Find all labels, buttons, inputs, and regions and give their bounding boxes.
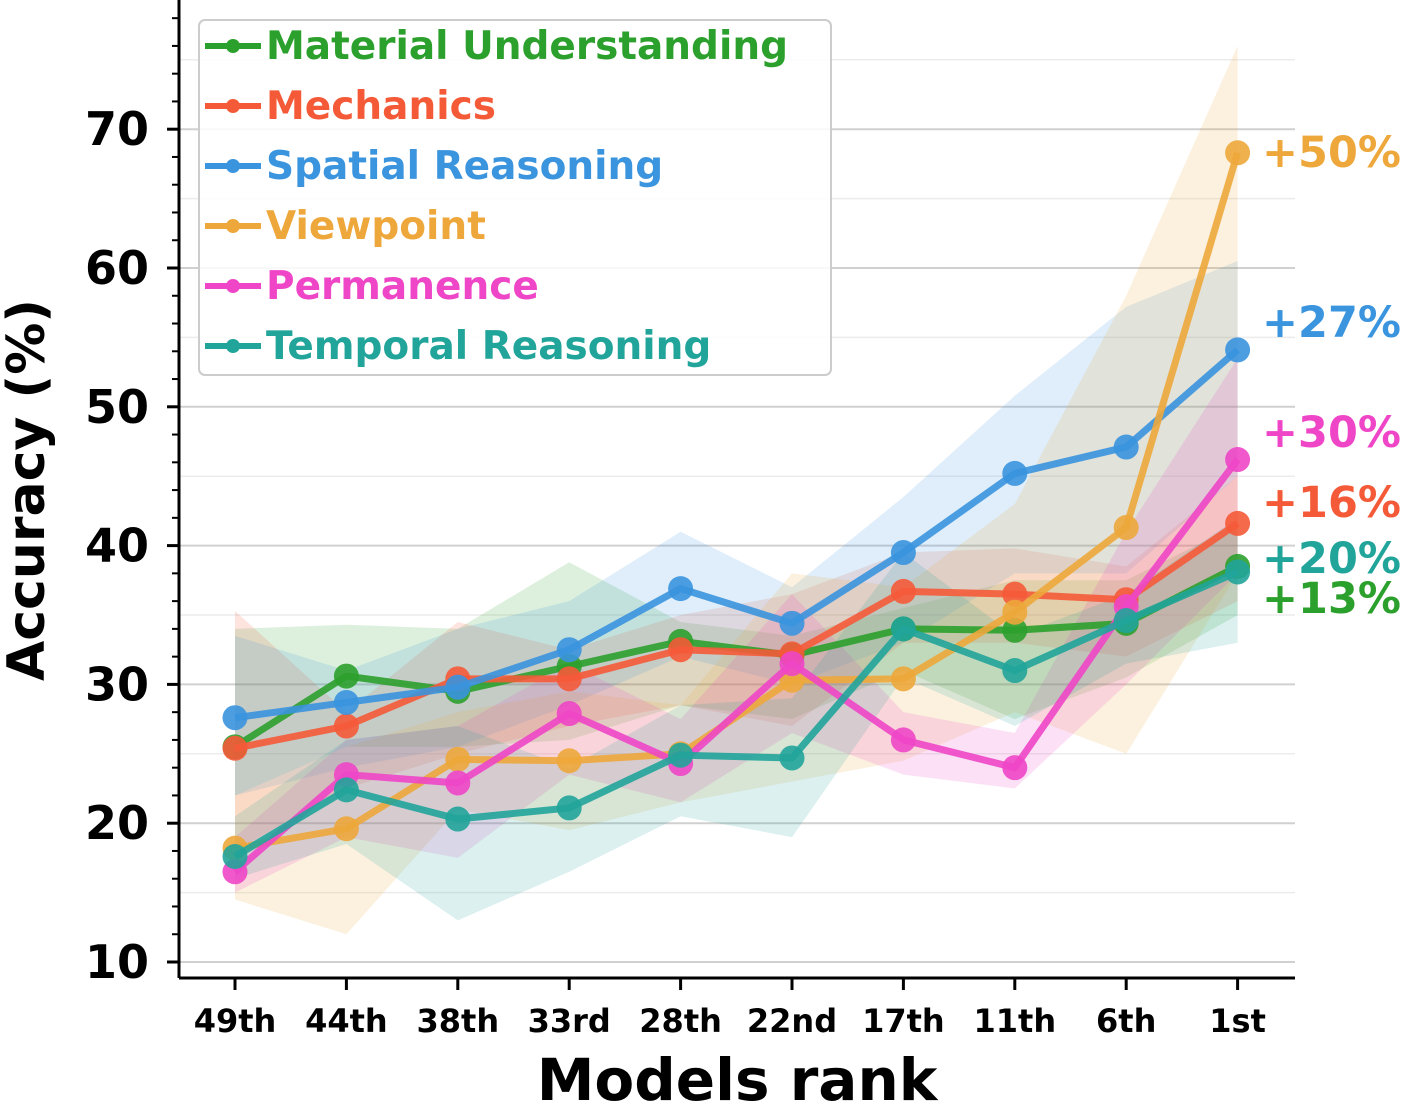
legend-swatch-marker (226, 339, 240, 353)
series-line (234, 347, 1240, 722)
data-point (779, 651, 805, 677)
data-point (333, 816, 359, 842)
data-point (222, 735, 248, 761)
series-lines (222, 140, 1251, 885)
data-point (333, 689, 359, 715)
data-point (1002, 460, 1028, 486)
data-point (556, 748, 582, 774)
data-point (779, 610, 805, 636)
x-tick-label: 22nd (747, 1002, 837, 1040)
data-point (890, 727, 916, 753)
legend-swatch-marker (226, 99, 240, 113)
gain-annotation: +20% (1262, 534, 1401, 584)
data-point (668, 637, 694, 663)
x-tick-label: 11th (973, 1002, 1056, 1040)
series-line (232, 457, 1241, 875)
y-tick-label: 30 (85, 657, 149, 711)
data-point (222, 705, 248, 731)
data-point (556, 637, 582, 663)
x-tick-label: 38th (416, 1002, 499, 1040)
x-tick-label: 1st (1209, 1002, 1266, 1040)
data-point (890, 540, 916, 566)
confidence-band (235, 261, 1238, 796)
legend-label: Mechanics (266, 84, 496, 129)
x-tick-label: 49th (194, 1002, 277, 1040)
series-line (234, 520, 1240, 752)
x-tick-label: 17th (862, 1002, 945, 1040)
data-point (890, 578, 916, 604)
data-point (556, 666, 582, 692)
legend-label: Material Understanding (266, 24, 788, 69)
data-point (1225, 337, 1251, 363)
series-line (233, 568, 1239, 860)
gain-annotation: +16% (1262, 478, 1401, 528)
legend-box (198, 19, 832, 376)
axes: 10 20 30 40 50 60 70 49th 44th 38th 33rd 28th 22nd 17… (85, 0, 1295, 1040)
x-axis-title: Models rank (537, 1046, 939, 1113)
x-tick-label: 33rd (528, 1002, 611, 1040)
data-point (1225, 559, 1251, 585)
legend: Material Understanding Mechanics Spatial R… (198, 19, 832, 376)
data-point (333, 777, 359, 803)
y-tick-label: 40 (85, 519, 149, 573)
data-point (890, 616, 916, 642)
gain-annotation: +13% (1262, 574, 1401, 624)
confidence-band (235, 476, 1238, 851)
data-point (779, 745, 805, 771)
data-point (890, 666, 916, 692)
legend-swatch-marker (226, 219, 240, 233)
data-point (1113, 434, 1139, 460)
x-tick-label: 28th (639, 1002, 722, 1040)
gain-annotation: +50% (1262, 128, 1401, 178)
y-tick-label: 60 (85, 241, 149, 295)
legend-label: Temporal Reasoning (266, 324, 711, 369)
legend-swatch-marker (226, 279, 240, 293)
data-point (556, 795, 582, 821)
data-point (1002, 617, 1028, 643)
legend-label: Spatial Reasoning (266, 144, 663, 189)
data-point (222, 844, 248, 870)
legend-label: Permanence (266, 264, 539, 309)
data-point (445, 674, 471, 700)
y-tick-label: 70 (85, 102, 149, 156)
data-point (445, 746, 471, 772)
legend-swatch-marker (226, 159, 240, 173)
y-tick-label: 50 (85, 380, 149, 434)
confidence-band (235, 45, 1238, 935)
data-point (333, 663, 359, 689)
data-point (445, 770, 471, 796)
x-tick-label: 44th (305, 1002, 388, 1040)
data-point (1225, 510, 1251, 536)
y-tick-label: 20 (85, 796, 149, 850)
x-tick-label: 6th (1096, 1002, 1156, 1040)
data-point (1002, 755, 1028, 781)
data-point (1113, 608, 1139, 634)
y-tick-label: 10 (85, 935, 149, 989)
data-point (1225, 447, 1251, 473)
data-point (556, 701, 582, 727)
data-point (1002, 658, 1028, 684)
gain-annotation: +27% (1262, 298, 1401, 348)
gain-annotations: +13% +16% +27% +50% +30% +20% (1262, 128, 1401, 624)
data-point (1002, 599, 1028, 625)
data-point (445, 806, 471, 832)
data-point (1225, 140, 1251, 166)
legend-swatch-marker (226, 39, 240, 53)
data-point (1002, 581, 1028, 607)
data-point (668, 742, 694, 768)
legend-label: Viewpoint (266, 204, 486, 249)
data-point (1113, 515, 1139, 541)
data-point (668, 576, 694, 602)
data-point (333, 713, 359, 739)
y-axis-title: Accuracy (%) (0, 299, 57, 681)
gain-annotation: +30% (1262, 408, 1401, 458)
